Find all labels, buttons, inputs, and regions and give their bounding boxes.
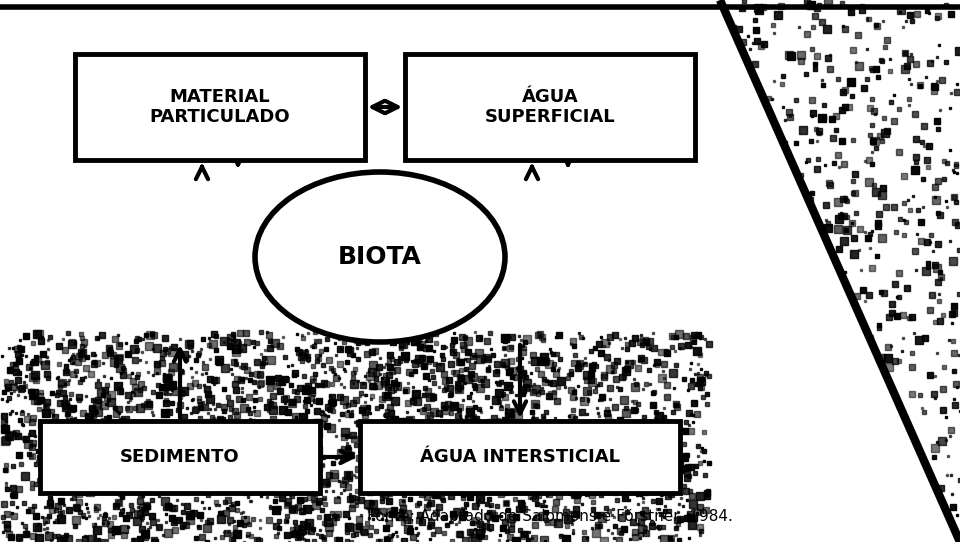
Bar [40,421,320,493]
Bar [405,55,695,159]
Bar [75,55,365,159]
Ellipse shape [255,172,505,342]
Polygon shape [720,0,960,542]
Text: ÁGUA
SUPERFICIAL: ÁGUA SUPERFICIAL [485,88,615,126]
Text: MATERIAL
PARTICULADO: MATERIAL PARTICULADO [150,88,290,126]
Text: SEDIMENTO: SEDIMENTO [120,448,240,466]
Bar [360,421,680,493]
Text: ÁGUA INTERSTICIAL: ÁGUA INTERSTICIAL [420,448,620,466]
Text: BIOTA: BIOTA [338,245,422,269]
Text: Fonte: Adaptado de Salomons e Förstner, 1984.: Fonte: Adaptado de Salomons e Förstner, … [367,509,732,524]
